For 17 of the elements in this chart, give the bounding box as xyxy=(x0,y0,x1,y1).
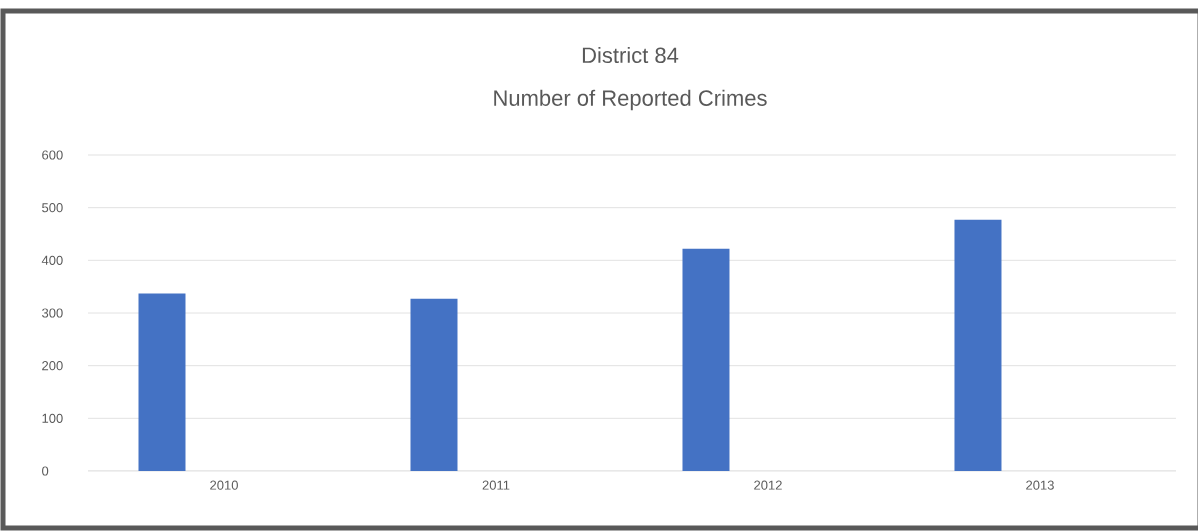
y-tick-label: 600 xyxy=(42,150,63,160)
y-tick-label: 0 xyxy=(42,466,49,476)
chart-title: District 84 xyxy=(582,46,679,64)
x-tick-label: 2010 xyxy=(210,480,238,490)
chart-subtitle: Number of Reported Crimes xyxy=(494,89,767,111)
y-tick-label: 400 xyxy=(41,255,63,265)
bar xyxy=(138,293,186,471)
y-tick-label: 500 xyxy=(42,203,63,213)
bar xyxy=(410,298,458,471)
y-tick-label: 300 xyxy=(42,308,63,318)
y-tick-label: 100 xyxy=(42,413,63,423)
bar xyxy=(954,219,1002,471)
x-tick-label: 2011 xyxy=(482,480,510,490)
x-tick-label: 2013 xyxy=(1026,480,1054,490)
bar xyxy=(682,248,730,471)
x-tick-label: 2012 xyxy=(754,480,782,490)
y-tick-label: 200 xyxy=(42,361,63,371)
